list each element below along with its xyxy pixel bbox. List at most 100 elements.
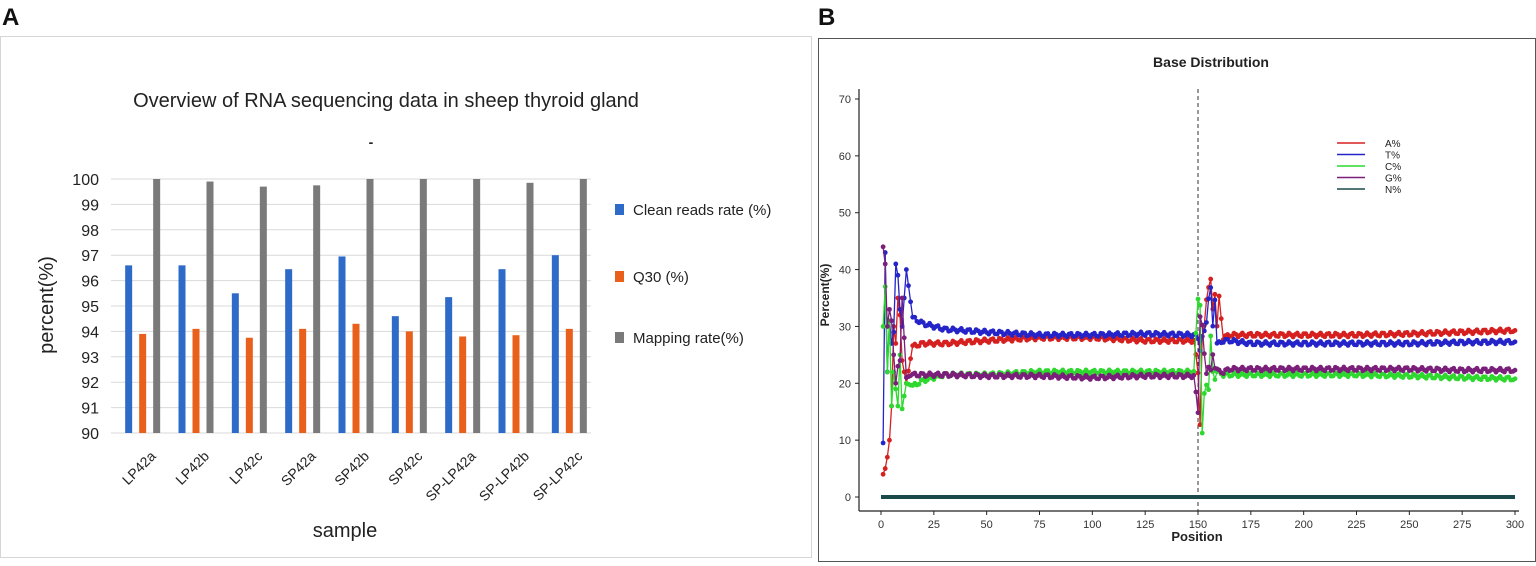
point-c	[1199, 430, 1205, 436]
legend-swatch	[615, 204, 624, 215]
bar-mapping-sp-lp42b	[526, 182, 534, 433]
point-a	[882, 466, 888, 471]
ytick-label: 97	[81, 248, 99, 265]
bar-chart-xticks: LP42a LP42b LP42c SP42a SP42b SP42cSP-LP42aSP…	[119, 448, 586, 505]
bar-chart-bars	[125, 179, 587, 433]
xtick-label: 250	[1400, 519, 1418, 531]
bar-mapping-lp42c	[259, 186, 267, 433]
bar-mapping-sp42b	[366, 179, 374, 433]
point-g	[884, 324, 890, 329]
point-c	[1193, 330, 1199, 336]
point-a	[1195, 370, 1201, 376]
point-a	[887, 437, 892, 443]
ytick-label: 60	[839, 151, 851, 163]
point-t	[906, 283, 911, 289]
bar-clean-lp42c	[231, 293, 239, 433]
ytick-label: 98	[81, 223, 99, 240]
point-g	[1201, 351, 1207, 357]
xtick-label: SP42b	[331, 448, 372, 489]
bar-chart: Overview of RNA sequencing data in sheep…	[36, 90, 771, 542]
legend-swatch	[615, 332, 624, 343]
legend-label: C%	[1385, 162, 1401, 173]
ytick-label: 30	[839, 321, 851, 333]
xtick-label: SP42c	[385, 448, 425, 488]
line-chart-panel: Base Distribution Percent(%) Position 0 1…	[818, 38, 1536, 562]
xtick-label: 200	[1294, 519, 1312, 531]
point-t	[908, 299, 913, 305]
point-a	[880, 471, 886, 477]
point-c	[895, 403, 901, 409]
point-c	[1195, 296, 1201, 302]
ytick-label: 50	[839, 208, 851, 220]
point-c	[1204, 382, 1209, 388]
point-c	[1197, 302, 1203, 308]
xtick-label: LP42c	[226, 448, 265, 487]
point-g	[887, 306, 892, 312]
point-a	[884, 454, 890, 460]
point-c	[1208, 333, 1214, 339]
xtick-label: LP42a	[119, 448, 159, 488]
xtick-label: 25	[928, 519, 940, 531]
legend-swatch	[615, 271, 624, 282]
bar-q30-sp42c	[405, 331, 413, 433]
ytick-label: 94	[81, 324, 99, 341]
point-g	[1220, 371, 1226, 377]
panel-a-letter: A	[2, 4, 20, 31]
bar-clean-lp42a	[125, 265, 133, 433]
bar-chart-subtitle: -	[369, 134, 374, 150]
bar-clean-sp-lp42b	[498, 269, 506, 433]
point-g	[901, 335, 907, 341]
legend-label: Q30 (%)	[633, 269, 689, 286]
bar-q30-sp42a	[299, 328, 307, 433]
line-chart-series	[880, 244, 1518, 499]
xtick-label: 225	[1347, 519, 1365, 531]
point-t	[1208, 285, 1214, 290]
legend-label: Clean reads rate (%)	[633, 202, 771, 219]
legend-label: T%	[1385, 151, 1400, 162]
point-c	[1212, 377, 1218, 382]
ytick-label: 92	[81, 375, 99, 392]
point-t	[912, 314, 918, 320]
point-a	[908, 356, 913, 362]
point-g	[1512, 367, 1518, 373]
point-t	[1204, 320, 1209, 325]
point-g	[1210, 352, 1216, 357]
point-g	[1199, 322, 1205, 328]
point-a	[1218, 316, 1224, 322]
ytick-label: 70	[839, 94, 851, 106]
bar-q30-sp42b	[352, 323, 360, 433]
bar-mapping-sp42c	[419, 179, 427, 433]
ytick-label: 99	[81, 197, 99, 214]
bar-clean-sp42a	[285, 269, 293, 433]
bar-clean-sp-lp42c	[551, 255, 559, 433]
line-chart-axes: 0 10 20 30 40 50 60 70 0 25 50 75 100 125 150 175 200 225…	[839, 89, 1524, 531]
bar-q30-lp42a	[139, 333, 147, 433]
point-g	[891, 352, 897, 358]
bar-clean-sp42b	[338, 256, 346, 433]
point-g	[880, 244, 886, 250]
bar-clean-sp-lp42a	[445, 297, 453, 433]
point-a	[1208, 276, 1214, 282]
point-a	[906, 368, 911, 374]
point-g	[1197, 314, 1203, 320]
xtick-label: 125	[1136, 519, 1154, 531]
point-c	[1201, 391, 1207, 396]
bar-q30-sp-lp42c	[565, 328, 573, 433]
legend-label: N%	[1385, 185, 1401, 196]
xtick-label: 100	[1083, 519, 1101, 531]
point-g	[1195, 410, 1201, 416]
bar-q30-sp-lp42b	[512, 335, 520, 433]
bar-chart-xlabel: sample	[313, 520, 377, 542]
line-chart-xlabel: Position	[1171, 529, 1222, 544]
point-a	[893, 341, 899, 346]
point-a	[1512, 328, 1518, 333]
point-a	[916, 343, 922, 349]
line-chart-legend: A%T%C%G%N%	[1337, 139, 1402, 196]
bar-mapping-lp42b	[206, 181, 214, 433]
point-t	[1197, 348, 1203, 354]
point-t	[903, 267, 909, 272]
legend-label: G%	[1385, 174, 1402, 185]
xtick-label: SP-LP42c	[530, 448, 586, 504]
point-c	[893, 386, 899, 392]
ytick-label: 10	[839, 435, 851, 447]
